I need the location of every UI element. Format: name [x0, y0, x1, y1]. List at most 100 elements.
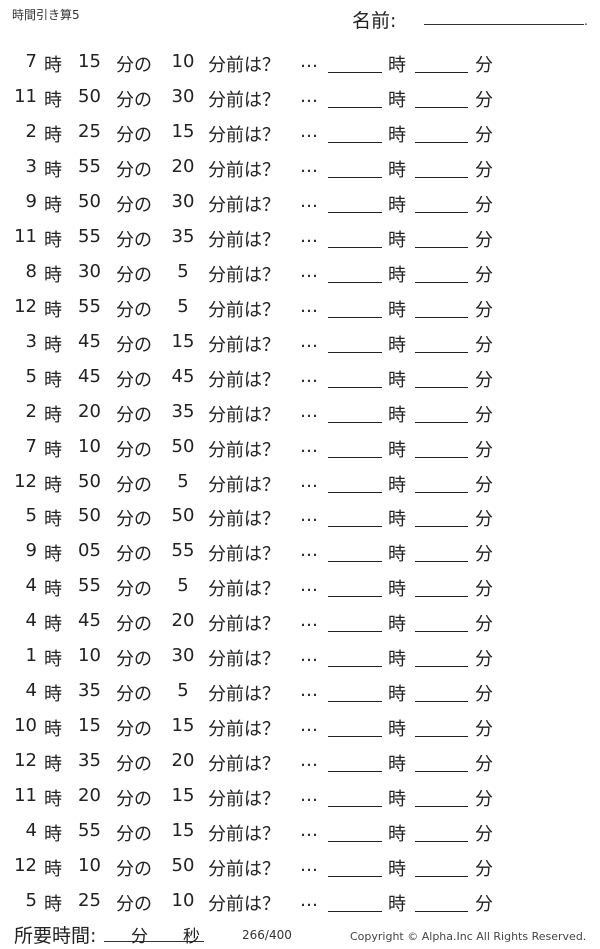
hour-label: 時: [44, 55, 62, 76]
minute-value: 20: [78, 785, 101, 807]
answer-hour-field[interactable]: [328, 246, 382, 248]
ellipsis: …: [300, 820, 318, 842]
answer-minute-field[interactable]: [415, 701, 468, 703]
answer-minute-field[interactable]: [415, 596, 468, 598]
answer-minute-field[interactable]: [415, 106, 468, 108]
answer-minute-field[interactable]: [415, 666, 468, 668]
answer-minute-field[interactable]: [415, 141, 468, 143]
answer-minute-field[interactable]: [415, 421, 468, 423]
answer-minute-field[interactable]: [415, 841, 468, 843]
answer-minute-field[interactable]: [415, 771, 468, 773]
hour-value: 12: [14, 750, 37, 772]
minutes-before-label: 分前は？: [208, 474, 280, 496]
answer-hour-field[interactable]: [328, 176, 382, 178]
subtract-value: 5: [177, 295, 189, 317]
answer-hour-field[interactable]: [328, 631, 382, 633]
answer-minute-field[interactable]: [415, 561, 468, 563]
answer-hour-field[interactable]: [328, 211, 382, 213]
problem-row: 8 時 30 分の 5 分前は？… 時分: [0, 257, 600, 291]
answer-minute-field[interactable]: [415, 386, 468, 388]
minutes-before-label: 分前は？: [208, 124, 280, 146]
answer-hour-field[interactable]: [328, 701, 382, 703]
answer-hour-field[interactable]: [328, 386, 382, 388]
answer-hour-field[interactable]: [328, 491, 382, 493]
answer-minute-label: 分: [475, 684, 493, 706]
hour-value: 7: [25, 435, 37, 457]
answer-hour-label: 時: [388, 404, 406, 426]
subtract-value: 35: [171, 400, 195, 422]
problem-row: 1 時 10 分の 30 分前は？… 時分: [0, 641, 600, 675]
hour-label: 時: [44, 299, 62, 321]
answer-hour-field[interactable]: [328, 876, 382, 878]
hour-value: 10: [14, 715, 37, 737]
answer-minute-field[interactable]: [415, 176, 468, 178]
answer-hour-field[interactable]: [328, 771, 382, 773]
minute-value: 20: [78, 400, 101, 422]
hour-value: 2: [25, 400, 37, 422]
answer-hour-field[interactable]: [328, 736, 382, 738]
minutes-before-label: 分前は？: [208, 264, 280, 286]
problem-row: 3 時 55 分の 20 分前は？… 時分: [0, 152, 600, 186]
answer-minute-field[interactable]: [415, 491, 468, 493]
answer-hour-field[interactable]: [328, 316, 382, 318]
answer-hour-field[interactable]: [328, 141, 382, 143]
answer-hour-label: 時: [388, 159, 406, 181]
answer-minute-field[interactable]: [415, 806, 468, 808]
answer-hour-field[interactable]: [328, 911, 382, 913]
minute-of-label: 分の: [116, 579, 152, 601]
hour-label: 時: [44, 159, 62, 181]
answer-minute-field[interactable]: [415, 316, 468, 318]
minute-of-label: 分の: [116, 194, 152, 216]
answer-minute-field[interactable]: [415, 736, 468, 738]
answer-minute-label: 分: [475, 264, 493, 286]
subtract-value: 50: [171, 855, 195, 877]
answer-minute-field[interactable]: [415, 246, 468, 248]
answer-hour-field[interactable]: [328, 72, 382, 73]
name-field[interactable]: [424, 24, 584, 25]
minutes-before-label: 分前は？: [208, 614, 280, 636]
subtract-value: 50: [171, 435, 195, 457]
hour-value: 5: [25, 890, 37, 912]
answer-hour-label: 時: [388, 544, 406, 566]
problem-row: 4 時 55 分の 15 分前は？… 時分: [0, 816, 600, 850]
answer-hour-field[interactable]: [328, 596, 382, 598]
answer-minute-field[interactable]: [415, 72, 468, 73]
answer-minute-field[interactable]: [415, 351, 468, 353]
answer-hour-field[interactable]: [328, 456, 382, 458]
answer-minute-field[interactable]: [415, 526, 468, 528]
minutes-before-label: 分前は？: [208, 894, 280, 916]
answer-hour-label: 時: [388, 124, 406, 146]
minute-of-label: 分の: [116, 544, 152, 566]
answer-minute-label: 分: [475, 334, 493, 356]
subtract-value: 15: [171, 120, 195, 142]
answer-hour-field[interactable]: [328, 666, 382, 668]
minute-of-label: 分の: [116, 229, 152, 251]
subtract-value: 30: [171, 85, 195, 107]
answer-hour-label: 時: [388, 614, 406, 636]
answer-hour-field[interactable]: [328, 806, 382, 808]
answer-minute-field[interactable]: [415, 631, 468, 633]
answer-hour-field[interactable]: [328, 841, 382, 843]
answer-hour-field[interactable]: [328, 106, 382, 108]
answer-minute-field[interactable]: [415, 211, 468, 213]
time-taken-field[interactable]: [104, 941, 204, 942]
answer-minute-label: 分: [475, 719, 493, 741]
subtract-value: 10: [171, 890, 195, 912]
answer-hour-field[interactable]: [328, 281, 382, 283]
minutes-before-label: 分前は？: [208, 89, 280, 111]
ellipsis: …: [300, 715, 318, 737]
hour-value: 11: [14, 225, 37, 247]
subtract-value: 20: [171, 610, 195, 632]
answer-hour-field[interactable]: [328, 351, 382, 353]
answer-minute-field[interactable]: [415, 911, 468, 913]
answer-hour-field[interactable]: [328, 421, 382, 423]
problem-row: 12 時 10 分の 50 分前は？ … 時 分: [0, 851, 600, 885]
answer-hour-field[interactable]: [328, 561, 382, 563]
subtract-value: 15: [171, 785, 195, 807]
answer-minute-field[interactable]: [415, 456, 468, 458]
answer-hour-field[interactable]: [328, 526, 382, 528]
answer-hour-label: 時: [388, 754, 406, 776]
hour-value: 5: [25, 365, 37, 387]
answer-minute-field[interactable]: [415, 876, 468, 878]
answer-minute-field[interactable]: [415, 281, 468, 283]
